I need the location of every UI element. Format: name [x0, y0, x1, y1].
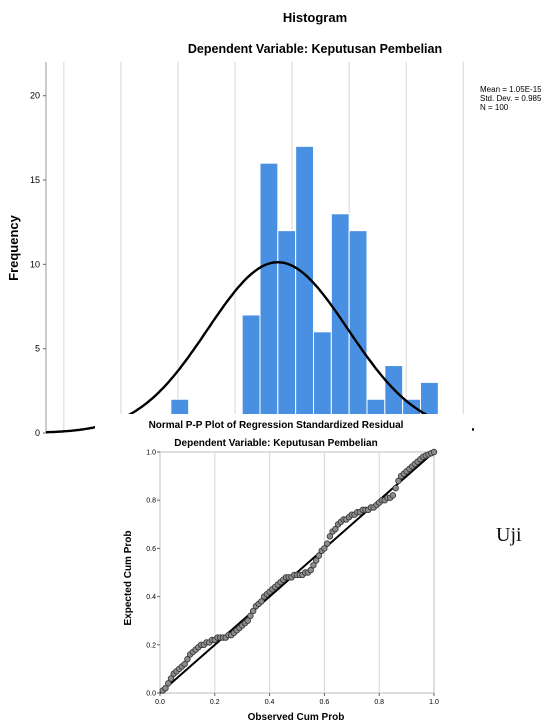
pp-point [165, 680, 172, 687]
pp-point [323, 540, 331, 547]
pp-x-tick-label: 0.8 [374, 699, 384, 706]
pp-point [181, 660, 188, 668]
pp-point [167, 675, 175, 682]
pp-title: Normal P-P Plot of Regression Standardiz… [149, 420, 404, 431]
histogram-bar [295, 145, 314, 434]
y-tick-label: 5 [35, 344, 40, 354]
pp-point [315, 552, 323, 559]
histogram-bar [277, 230, 297, 434]
pp-point [247, 612, 254, 620]
pp-xlabel: Observed Cum Prob [248, 712, 345, 723]
pp-x-tick-label: 1.0 [429, 699, 439, 706]
pp-point [249, 607, 257, 615]
stat-n: N = 100 [480, 103, 509, 112]
histogram-bar [330, 213, 350, 434]
pp-point [332, 525, 339, 533]
pp-y-tick-label: 0.6 [146, 546, 156, 553]
histogram-bar [259, 162, 279, 434]
pp-y-tick-label: 1.0 [146, 450, 156, 457]
stat-std-dev: Std. Dev. = 0.985 [480, 94, 541, 103]
stat-mean: Mean = 1.05E-15 [480, 85, 541, 94]
pp-y-tick-label: 0.8 [146, 498, 156, 505]
histogram-title: Histogram [283, 10, 347, 25]
histogram-plot: 0 5 10 15 20 [30, 62, 475, 438]
pp-y-tick-label: 0.4 [146, 594, 156, 601]
pp-plot: 0.0 0.2 0.4 0.6 0.8 1.0 0.0 0.2 0.4 0.6 0.8 1.0 [146, 448, 439, 706]
pp-point [389, 492, 397, 499]
pp-x-tick-label: 0.0 [155, 699, 165, 706]
y-tick-label: 0 [35, 428, 40, 438]
pp-point [307, 566, 314, 574]
pp-point [395, 477, 402, 485]
pp-x-tick-label: 0.4 [265, 699, 275, 706]
pp-point [312, 557, 320, 564]
y-tick-label: 10 [30, 259, 40, 269]
pp-point [321, 545, 328, 552]
histogram-ylabel: Frequency [6, 214, 21, 281]
side-text-uji: Uji [496, 524, 522, 546]
pp-x-tick-label: 0.2 [210, 699, 220, 706]
pp-y-tick-label: 0.2 [146, 642, 156, 649]
pp-ylabel: Expected Cum Prob [123, 530, 134, 625]
pp-point [430, 448, 438, 456]
pp-point [184, 656, 191, 663]
pp-subtitle: Dependent Variable: Keputusan Pembelian [174, 438, 377, 449]
pp-point [244, 617, 251, 624]
pp-y-tick-label: 0.0 [146, 691, 156, 698]
y-tick-label: 15 [30, 175, 40, 185]
histogram-bar [348, 230, 368, 434]
pp-point [310, 562, 317, 569]
histogram-subtitle: Dependent Variable: Keputusan Pembelian [188, 42, 442, 56]
y-tick-label: 20 [30, 91, 40, 101]
pp-point [392, 484, 399, 492]
pp-point [326, 533, 334, 540]
pp-point [162, 684, 169, 692]
pp-x-tick-label: 0.6 [320, 699, 330, 706]
pp-point [258, 598, 265, 605]
